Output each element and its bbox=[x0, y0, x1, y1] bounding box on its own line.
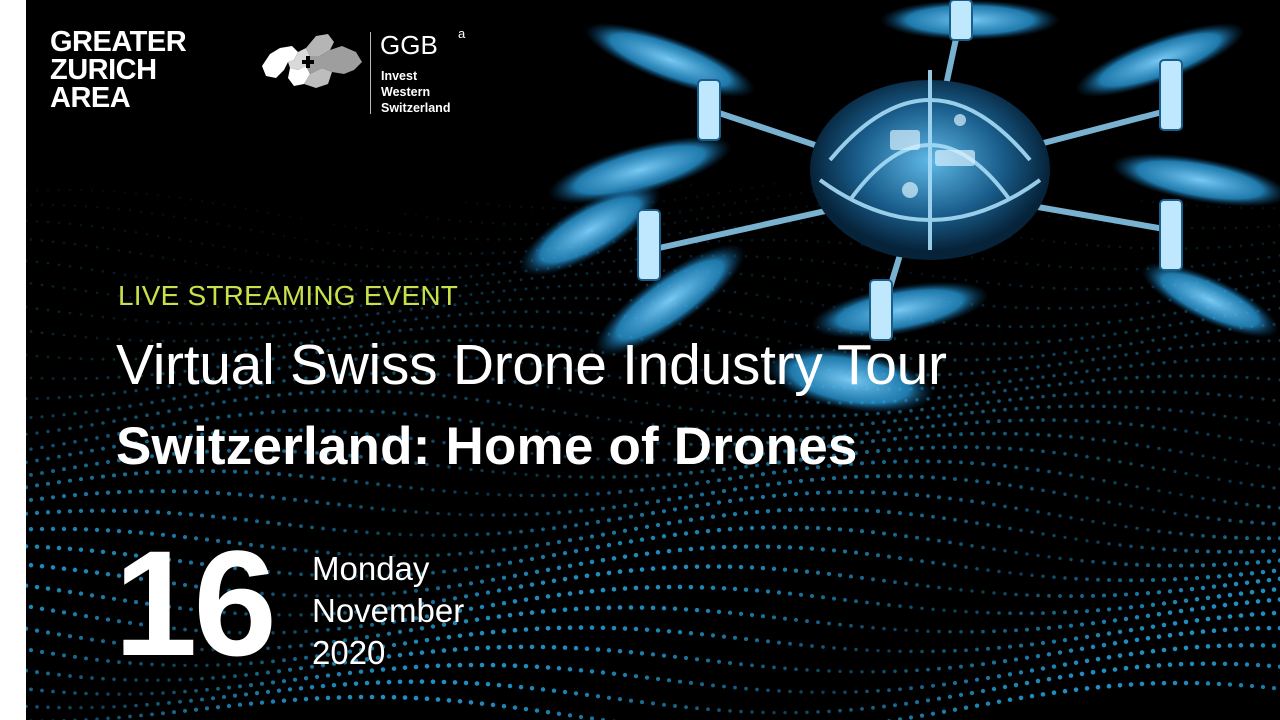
ggba-subtitle: Invest Western Switzerland bbox=[381, 68, 450, 116]
event-year: 2020 bbox=[312, 634, 386, 671]
event-month: November bbox=[312, 592, 465, 629]
swiss-map-logo bbox=[262, 34, 362, 88]
logo-line-3: AREA bbox=[50, 82, 131, 114]
ggba-logo: GGB a Invest Western Switzerland bbox=[258, 26, 498, 126]
drone-illustration bbox=[520, 0, 1280, 414]
logo-line-1: GREATER bbox=[50, 26, 187, 58]
event-weekday: Monday bbox=[312, 550, 430, 587]
left-white-stripe bbox=[0, 0, 26, 720]
event-kicker: LIVE STREAMING EVENT bbox=[118, 280, 459, 311]
event-title: Virtual Swiss Drone Industry Tour bbox=[116, 333, 947, 397]
event-day-number: 16 bbox=[114, 519, 277, 687]
ggba-subtitle-line-1: Invest bbox=[381, 69, 418, 83]
logo-line-2: ZURICH bbox=[50, 54, 157, 86]
ggba-subtitle-line-2: Western bbox=[381, 85, 431, 99]
logo-divider bbox=[370, 32, 371, 114]
ggba-superscript: a bbox=[458, 26, 466, 41]
ggba-subtitle-line-3: Switzerland bbox=[381, 101, 451, 115]
greater-zurich-area-logo: GREATER ZURICH AREA bbox=[50, 26, 187, 114]
event-date-details: Monday November 2020 bbox=[312, 548, 464, 674]
ggba-name: GGB bbox=[380, 30, 438, 60]
event-subtitle: Switzerland: Home of Drones bbox=[116, 417, 858, 476]
